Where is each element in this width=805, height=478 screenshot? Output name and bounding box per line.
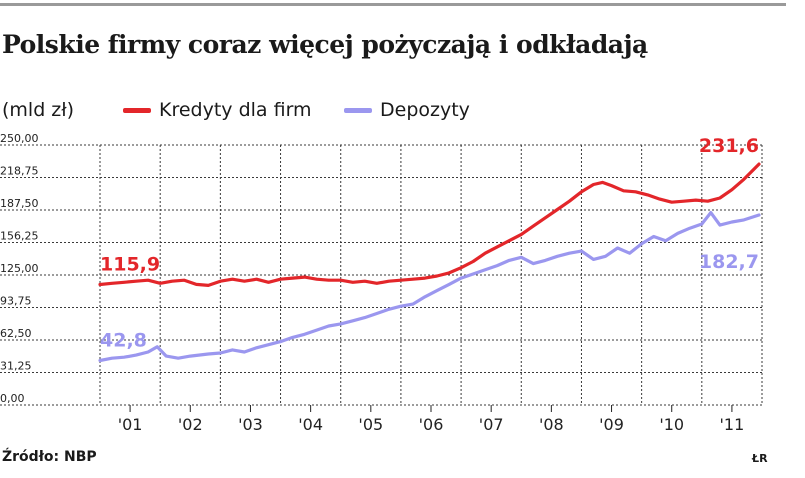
y-tick-label: 31,25 bbox=[0, 360, 32, 373]
x-tick-label: '11 bbox=[720, 415, 745, 434]
unit-label: (mld zł) bbox=[2, 99, 75, 121]
x-tick-label: '01 bbox=[118, 415, 143, 434]
x-axis-ticks: '01 '02 '03 '04 '05 '06 '07 '08 '09 '10 '11 bbox=[118, 405, 745, 434]
x-tick-label: '09 bbox=[599, 415, 624, 434]
legend-swatch-kredyty bbox=[123, 108, 151, 113]
series-line-depozyty bbox=[98, 211, 761, 363]
legend-label-kredyty: Kredyty dla firm bbox=[159, 99, 312, 121]
x-tick-label: '05 bbox=[358, 415, 383, 434]
data-label-depozyty-end: 182,7 bbox=[699, 251, 759, 273]
y-axis-labels: 250,00 218,75 187,50 156,25 125,00 93,75 62,50… bbox=[0, 132, 39, 405]
y-tick-label: 62,50 bbox=[0, 327, 32, 340]
data-label-kredyty-start: 115,9 bbox=[100, 253, 160, 275]
x-tick-label: '03 bbox=[238, 415, 263, 434]
y-tick-label: 250,00 bbox=[0, 132, 39, 145]
y-tick-label: 187,50 bbox=[0, 197, 39, 210]
top-rule bbox=[0, 3, 786, 6]
x-tick-label: '08 bbox=[539, 415, 564, 434]
x-tick-label: '06 bbox=[419, 415, 444, 434]
x-tick-label: '10 bbox=[659, 415, 684, 434]
data-label-kredyty-end: 231,6 bbox=[699, 135, 759, 157]
series-line-kredyty bbox=[98, 162, 761, 287]
series-lines bbox=[98, 162, 761, 363]
y-tick-label: 93,75 bbox=[0, 295, 32, 308]
legend-swatch-depozyty bbox=[344, 108, 372, 113]
author-initials: ŁR bbox=[752, 452, 768, 465]
legend-label-depozyty: Depozyty bbox=[380, 99, 470, 121]
x-tick-label: '07 bbox=[479, 415, 504, 434]
x-tick-label: '04 bbox=[298, 415, 323, 434]
x-tick-label: '02 bbox=[178, 415, 203, 434]
data-labels: 115,9 231,6 42,8 182,7 bbox=[100, 135, 759, 351]
y-tick-label: 0,00 bbox=[0, 392, 25, 405]
y-tick-label: 218,75 bbox=[0, 165, 39, 178]
y-tick-label: 125,00 bbox=[0, 262, 39, 275]
data-label-depozyty-start: 42,8 bbox=[100, 329, 147, 351]
source-note: Źródło: NBP bbox=[2, 449, 97, 465]
chart-title: Polskie firmy coraz więcej pożyczają i o… bbox=[2, 30, 648, 59]
y-tick-label: 156,25 bbox=[0, 230, 39, 243]
